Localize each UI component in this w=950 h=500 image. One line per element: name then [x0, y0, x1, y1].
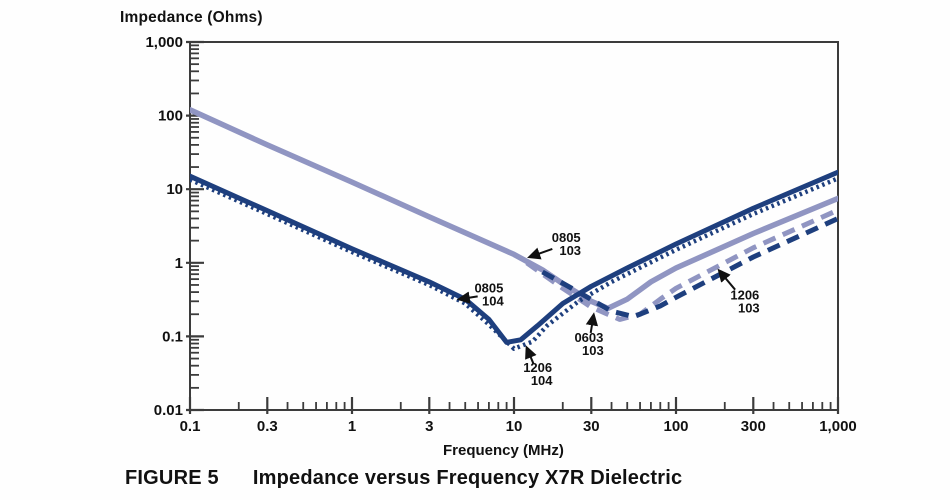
x-tick-label: 300	[741, 418, 766, 435]
curve-1206-103	[541, 216, 838, 320]
annotation-arrow	[456, 291, 478, 304]
y-tick-label: 0.01	[154, 402, 183, 419]
x-tick-label: 0.1	[180, 418, 201, 435]
y-tick-label: 1	[175, 255, 183, 272]
y-tick-label: 0.1	[162, 328, 183, 345]
annotation-arrow	[525, 345, 537, 365]
y-tick-label: 1,000	[145, 34, 183, 51]
annotation-label: 1206	[523, 360, 552, 375]
curve-0805-104	[190, 169, 838, 345]
annotation-label: 103	[582, 343, 604, 358]
annotation-label: 103	[738, 300, 760, 315]
annotation-label: 104	[482, 294, 504, 309]
figure-caption: FIGURE 5 Impedance versus Frequency X7R …	[125, 467, 682, 490]
y-tick-label: 10	[166, 181, 183, 198]
annotation-label: 104	[531, 373, 553, 388]
x-tick-label: 10	[506, 418, 523, 435]
annotation-arrow	[527, 247, 553, 260]
figure-caption-label: FIGURE 5	[125, 467, 219, 489]
y-axis-title: Impedance (Ohms)	[120, 9, 263, 26]
x-tick-label: 1	[348, 418, 356, 435]
plot-frame	[189, 41, 839, 411]
figure-caption-title: Impedance versus Frequency X7R Dielectri…	[252, 467, 683, 489]
curve-1206-104	[190, 176, 838, 351]
x-tick-label: 0.3	[257, 418, 278, 435]
x-tick-label: 30	[583, 418, 600, 435]
annotation-label: 0805	[474, 281, 503, 296]
x-tick-label: 1,000	[819, 418, 857, 435]
annotation-label: 103	[559, 243, 581, 258]
annotation-arrow	[585, 312, 599, 334]
x-tick-label: 3	[425, 418, 433, 435]
y-tick-label: 100	[158, 108, 183, 125]
x-axis-title: Frequency (MHz)	[443, 442, 564, 459]
annotation-arrow	[717, 268, 736, 291]
annotation-label: 0603	[574, 330, 603, 345]
x-tick-label: 100	[663, 418, 688, 435]
annotation-label: 0805	[552, 230, 581, 245]
curve-0805-103	[190, 107, 838, 312]
annotation-label: 1206	[730, 287, 759, 302]
